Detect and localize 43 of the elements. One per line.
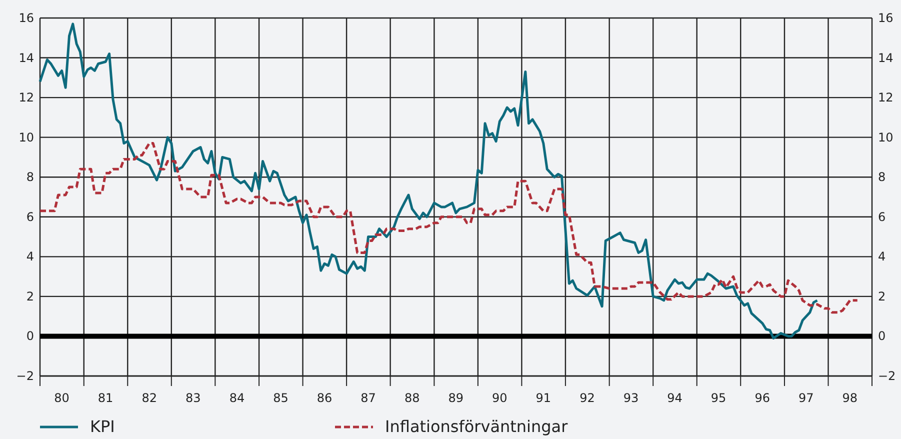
x-tick-label: 91 bbox=[536, 391, 552, 405]
y-tick-label: 16 bbox=[18, 11, 34, 25]
x-tick-label: 98 bbox=[842, 391, 858, 405]
y-tick-label: 12 bbox=[18, 90, 34, 105]
legend-label: Inflationsförväntningar bbox=[385, 417, 568, 436]
y-tick-label: 6 bbox=[26, 210, 34, 224]
x-tick-label: 83 bbox=[185, 391, 201, 405]
x-tick-label: 86 bbox=[316, 391, 332, 405]
line-series bbox=[38, 142, 859, 314]
x-tick-label: 97 bbox=[798, 391, 814, 405]
x-tick-label: 81 bbox=[98, 391, 114, 405]
y2-tick-label: −2 bbox=[878, 369, 896, 383]
y2-tick-label: 10 bbox=[878, 130, 894, 144]
y2-tick-label: 8 bbox=[878, 170, 886, 184]
x-tick-label: 95 bbox=[710, 391, 726, 405]
y-tick-label: 14 bbox=[18, 50, 34, 65]
y2-tick-label: 2 bbox=[878, 289, 886, 304]
x-tick-label: 96 bbox=[754, 391, 770, 405]
y-tick-label: 2 bbox=[26, 289, 34, 304]
x-tick-label: 93 bbox=[623, 391, 639, 405]
y2-tick-label: 12 bbox=[878, 90, 894, 105]
y2-tick-label: 4 bbox=[878, 250, 886, 264]
x-tick-label: 92 bbox=[580, 391, 595, 405]
x-tick-label: 82 bbox=[142, 391, 157, 405]
y-tick-label: −2 bbox=[16, 369, 34, 383]
y2-tick-label: 0 bbox=[878, 329, 886, 344]
y2-tick-label: 14 bbox=[878, 50, 894, 65]
x-tick-label: 87 bbox=[360, 391, 376, 405]
x-tick-label: 88 bbox=[404, 391, 420, 405]
y2-tick-label: 16 bbox=[878, 11, 894, 25]
x-tick-label: 90 bbox=[492, 391, 508, 405]
x-tick-label: 85 bbox=[273, 391, 288, 405]
x-tick-label: 89 bbox=[448, 391, 464, 405]
y-tick-label: 10 bbox=[18, 130, 34, 144]
y-tick-label: 0 bbox=[26, 329, 34, 344]
line-series bbox=[38, 22, 818, 340]
x-tick-label: 80 bbox=[54, 391, 70, 405]
x-tick-label: 84 bbox=[229, 391, 245, 405]
y2-tick-label: 6 bbox=[878, 210, 886, 224]
legend-label: KPI bbox=[90, 417, 115, 436]
x-tick-label: 94 bbox=[667, 391, 682, 405]
y-tick-label: 4 bbox=[26, 250, 34, 264]
y-tick-label: 8 bbox=[26, 170, 34, 184]
